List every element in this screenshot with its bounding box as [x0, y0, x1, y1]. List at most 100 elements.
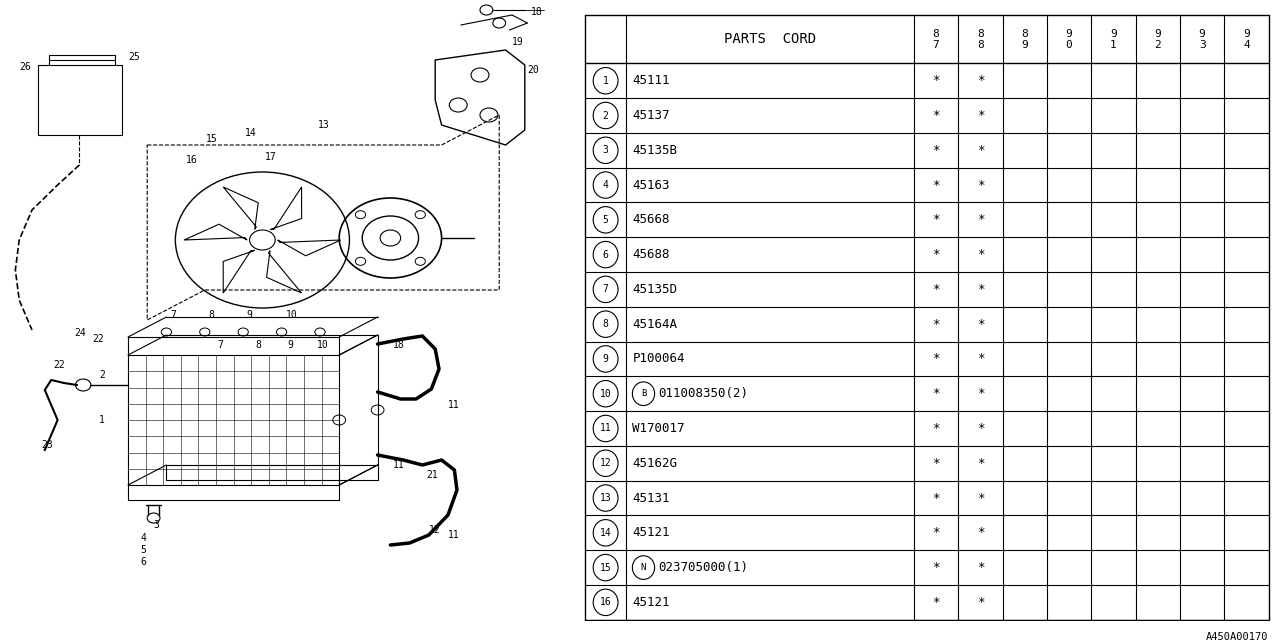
Text: 45162G: 45162G — [632, 457, 677, 470]
Circle shape — [250, 230, 275, 250]
Text: 16: 16 — [600, 597, 612, 607]
Text: 8
8: 8 8 — [977, 29, 984, 49]
Text: 45137: 45137 — [632, 109, 669, 122]
Text: 5: 5 — [603, 215, 608, 225]
Text: *: * — [932, 317, 940, 331]
Text: *: * — [977, 561, 984, 574]
Text: 19: 19 — [512, 37, 524, 47]
Text: 9
4: 9 4 — [1243, 29, 1249, 49]
Text: 10: 10 — [600, 388, 612, 399]
Text: B: B — [641, 389, 646, 398]
Text: 15: 15 — [600, 563, 612, 573]
Text: 9
2: 9 2 — [1155, 29, 1161, 49]
Text: *: * — [977, 74, 984, 87]
Text: 8: 8 — [603, 319, 608, 329]
Text: 011008350(2): 011008350(2) — [659, 387, 749, 400]
Text: 9
0: 9 0 — [1066, 29, 1073, 49]
Text: 2: 2 — [603, 111, 608, 120]
Text: 7: 7 — [218, 340, 223, 350]
Text: 13: 13 — [600, 493, 612, 503]
Text: 9: 9 — [288, 340, 293, 350]
Text: 24: 24 — [74, 328, 86, 338]
Text: *: * — [932, 74, 940, 87]
Text: *: * — [977, 179, 984, 191]
Text: 7: 7 — [603, 284, 608, 294]
Text: *: * — [932, 526, 940, 540]
Text: *: * — [932, 353, 940, 365]
Text: *: * — [932, 109, 940, 122]
Text: *: * — [932, 492, 940, 504]
Text: W170017: W170017 — [632, 422, 685, 435]
Text: 4: 4 — [141, 533, 147, 543]
Text: 8
9: 8 9 — [1021, 29, 1028, 49]
Text: 9: 9 — [603, 354, 608, 364]
Text: *: * — [977, 109, 984, 122]
Text: *: * — [977, 457, 984, 470]
Text: *: * — [977, 144, 984, 157]
Text: *: * — [932, 596, 940, 609]
Circle shape — [380, 230, 401, 246]
Text: *: * — [977, 492, 984, 504]
Text: 4: 4 — [603, 180, 608, 190]
Text: *: * — [977, 213, 984, 227]
Text: 8: 8 — [256, 340, 261, 350]
Text: 9
3: 9 3 — [1199, 29, 1206, 49]
Text: 9
1: 9 1 — [1110, 29, 1116, 49]
Text: 45111: 45111 — [632, 74, 669, 87]
Text: 45121: 45121 — [632, 596, 669, 609]
Text: PARTS  CORD: PARTS CORD — [724, 32, 817, 46]
Text: *: * — [977, 248, 984, 261]
Text: 9: 9 — [247, 310, 252, 320]
Text: 5: 5 — [141, 545, 147, 555]
Text: 7: 7 — [170, 310, 175, 320]
Text: 18: 18 — [531, 7, 543, 17]
Text: *: * — [932, 422, 940, 435]
Text: A450A00170: A450A00170 — [1206, 632, 1268, 640]
Text: 21: 21 — [426, 470, 438, 480]
Text: 45121: 45121 — [632, 526, 669, 540]
Text: 45668: 45668 — [632, 213, 669, 227]
Text: 45135D: 45135D — [632, 283, 677, 296]
Text: *: * — [932, 561, 940, 574]
Text: 18: 18 — [393, 340, 404, 350]
Text: 12: 12 — [600, 458, 612, 468]
Text: *: * — [977, 317, 984, 331]
Text: *: * — [932, 144, 940, 157]
Text: 22: 22 — [92, 334, 104, 344]
Text: 6: 6 — [141, 557, 147, 567]
Text: *: * — [977, 353, 984, 365]
Text: P100064: P100064 — [632, 353, 685, 365]
Text: 11: 11 — [393, 460, 404, 470]
Text: 2: 2 — [99, 370, 105, 380]
Text: 45131: 45131 — [632, 492, 669, 504]
Text: 14: 14 — [244, 128, 256, 138]
Text: *: * — [932, 387, 940, 400]
Text: 45163: 45163 — [632, 179, 669, 191]
Text: 8: 8 — [209, 310, 214, 320]
Text: *: * — [977, 596, 984, 609]
Text: 25: 25 — [128, 52, 140, 62]
Text: 17: 17 — [265, 152, 276, 162]
Text: 13: 13 — [317, 120, 330, 130]
Text: 11: 11 — [600, 424, 612, 433]
Text: *: * — [932, 457, 940, 470]
Text: 8
7: 8 7 — [933, 29, 940, 49]
Text: 12: 12 — [429, 525, 440, 535]
Text: *: * — [932, 213, 940, 227]
Text: 10: 10 — [316, 340, 329, 350]
Text: *: * — [977, 422, 984, 435]
Text: 45135B: 45135B — [632, 144, 677, 157]
Text: 1: 1 — [99, 415, 105, 425]
Text: 11: 11 — [448, 530, 460, 540]
Text: *: * — [977, 526, 984, 540]
Text: 023705000(1): 023705000(1) — [659, 561, 749, 574]
Text: 11: 11 — [448, 400, 460, 410]
Text: 6: 6 — [603, 250, 608, 260]
Text: *: * — [932, 248, 940, 261]
Text: 22: 22 — [54, 360, 65, 370]
Text: 45164A: 45164A — [632, 317, 677, 331]
Text: *: * — [932, 179, 940, 191]
Text: *: * — [932, 283, 940, 296]
Text: 45688: 45688 — [632, 248, 669, 261]
Text: 3: 3 — [603, 145, 608, 156]
